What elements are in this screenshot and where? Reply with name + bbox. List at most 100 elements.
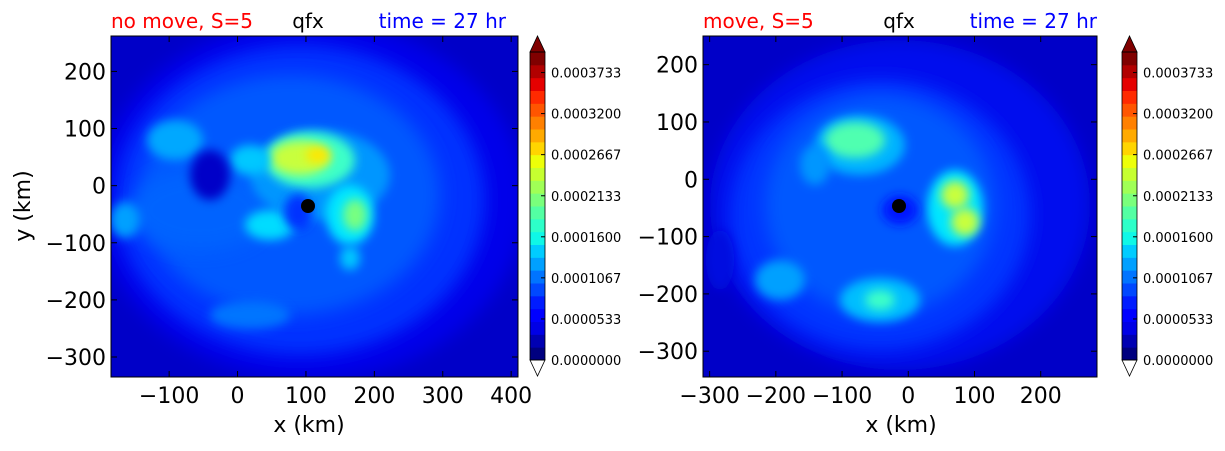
colorbar-swatch: [530, 141, 545, 156]
colorbar-tick-label: 0.0003200: [551, 108, 621, 123]
x-tick-label: 100: [285, 384, 327, 409]
colorbar-swatch: [530, 167, 545, 181]
x-tick-label: 200: [1020, 384, 1062, 409]
colorbar-swatch: [1122, 308, 1137, 322]
colorbar-tick-label: 0.0003733: [551, 67, 621, 82]
y-tick-label: 200: [656, 54, 698, 79]
colorbar-extend-min: [529, 359, 546, 377]
colorbar-swatch: [1122, 295, 1137, 310]
colorbar-swatch: [1122, 141, 1137, 156]
axes-frame: [110, 35, 519, 378]
y-tick-label: −200: [46, 289, 106, 314]
x-tick-label: 400: [490, 384, 532, 409]
x-tick-label: −100: [812, 384, 872, 409]
colorbar-swatch: [1122, 116, 1137, 130]
colorbar-swatch: [530, 270, 545, 284]
x-axis-label: x (km): [865, 413, 936, 438]
colorbar-tick-label: 0.0000533: [1143, 313, 1213, 328]
colorbar-swatch: [1122, 64, 1137, 79]
x-tick-label: 0: [231, 384, 245, 409]
colorbar-tick-label: 0.0000533: [551, 313, 621, 328]
y-tick-label: 100: [64, 118, 106, 143]
colorbar-swatch: [530, 180, 545, 194]
colorbar-frame: [1121, 51, 1138, 361]
colorbar-swatch: [530, 154, 545, 168]
storm-center-marker: [892, 199, 906, 213]
colorbar: 0.0000000 0.0000533 0.0001067 0.0001600 0.00…: [529, 35, 621, 377]
x-tick-label: −100: [139, 384, 199, 409]
y-tick-label: 0: [92, 175, 106, 200]
colorbar-swatch: [1122, 218, 1137, 233]
colorbar-swatch: [1122, 77, 1137, 91]
colorbar-swatch: [530, 52, 545, 66]
colorbar-swatch: [530, 206, 545, 220]
colorbar-swatch: [1122, 206, 1137, 220]
x-tick-label: 300: [422, 384, 464, 409]
colorbar-swatch: [530, 218, 545, 233]
panel-label: no move, S=5: [111, 9, 253, 33]
colorbar-swatch: [530, 77, 545, 91]
colorbar-tick-label: 0.0002667: [1143, 149, 1213, 164]
colorbar-extend-max: [1121, 35, 1138, 53]
colorbar-swatch: [1122, 129, 1137, 143]
y-tick-label: 100: [656, 111, 698, 136]
colorbar-tick-label: 0.0002133: [1143, 190, 1213, 205]
storm-center-marker: [301, 199, 315, 213]
colorbar-tick-label: 0.0001600: [1143, 231, 1213, 246]
colorbar-swatch: [530, 257, 545, 271]
colorbar-tick-label: 0.0001067: [1143, 272, 1213, 287]
colorbar-swatch: [1122, 231, 1137, 245]
colorbar-swatch: [1122, 52, 1137, 66]
y-tick-label: 200: [64, 60, 106, 85]
y-tick-label: −100: [638, 226, 698, 251]
colorbar-swatch: [1122, 257, 1137, 271]
colorbar-swatch: [530, 244, 545, 258]
colorbar-tick-label: 0.0002667: [551, 149, 621, 164]
colorbar-tick-label: 0.0003733: [1143, 67, 1213, 82]
colorbar-tick-label: 0.0001600: [551, 231, 621, 246]
colorbar-swatch: [1122, 334, 1137, 348]
variable-title: qfx: [883, 9, 915, 33]
colorbar-frame: [529, 51, 546, 361]
colorbar: 0.0000000 0.0000533 0.0001067 0.0001600 0.00…: [1121, 35, 1213, 377]
colorbar-tick-label: 0.0000000: [551, 354, 621, 369]
colorbar-tick-label: 0.0003200: [1143, 108, 1213, 123]
colorbar-extend-min: [1121, 359, 1138, 377]
colorbar-swatch: [1122, 90, 1137, 104]
y-axis-label: y (km): [11, 170, 36, 241]
colorbar-swatch: [530, 283, 545, 297]
colorbar-swatch: [530, 347, 545, 361]
x-axis-label: x (km): [273, 413, 344, 438]
colorbar-swatch: [530, 129, 545, 143]
time-label: time = 27 hr: [379, 9, 507, 33]
y-tick-label: −300: [46, 346, 106, 371]
colorbar-swatch: [530, 231, 545, 245]
axes-frame: [702, 35, 1098, 378]
colorbar-swatch: [530, 64, 545, 79]
colorbar-swatch: [530, 321, 545, 335]
colorbar-swatch: [530, 116, 545, 130]
y-tick-label: −300: [638, 340, 698, 365]
colorbar-swatch: [530, 308, 545, 322]
colorbar-swatch: [530, 295, 545, 310]
colorbar-swatch: [530, 103, 545, 117]
variable-title: qfx: [292, 9, 324, 33]
x-tick-label: −200: [746, 384, 806, 409]
colorbar-swatch: [1122, 193, 1137, 207]
colorbar-tick-label: 0.0002133: [551, 190, 621, 205]
colorbar-swatch: [1122, 347, 1137, 361]
y-tick-label: −100: [46, 232, 106, 257]
colorbar-tick-label: 0.0000000: [1143, 354, 1213, 369]
x-tick-label: −300: [679, 384, 739, 409]
colorbar-tick-label: 0.0001067: [551, 272, 621, 287]
colorbar-swatch: [1122, 167, 1137, 181]
x-tick-label: 0: [901, 384, 915, 409]
y-tick-label: −200: [638, 283, 698, 308]
colorbar-swatch: [530, 90, 545, 104]
colorbar-swatch: [1122, 244, 1137, 258]
panel-label: move, S=5: [703, 9, 814, 33]
colorbar-swatch: [530, 193, 545, 207]
